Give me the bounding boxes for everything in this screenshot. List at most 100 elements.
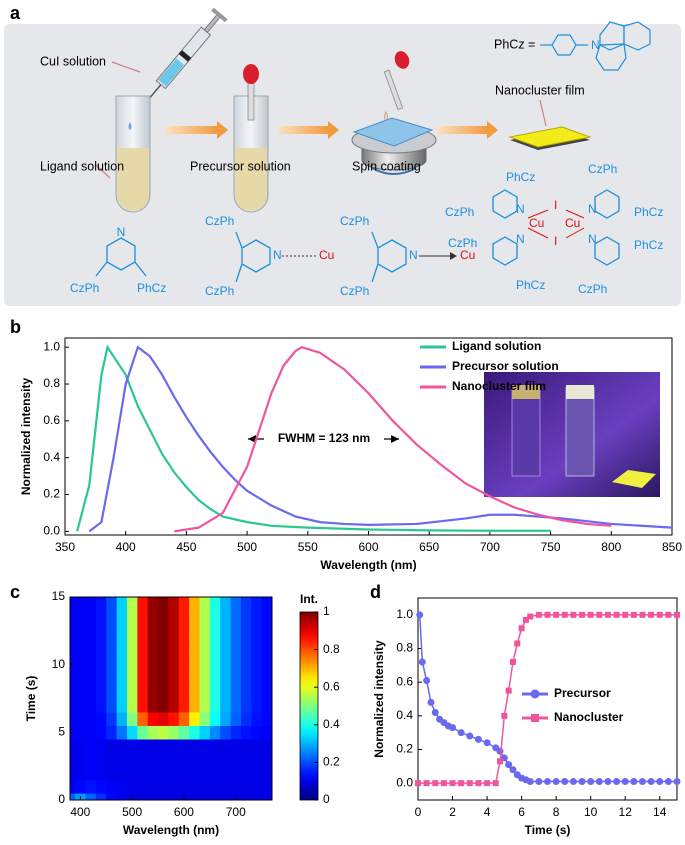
- heatmap-cell: [178, 766, 190, 781]
- colorbar-tick-label: 0: [323, 792, 330, 806]
- heatmap-cell: [95, 725, 107, 740]
- heatmap-cell: [147, 793, 159, 800]
- test-tube: [233, 64, 269, 213]
- chem-atom: I: [554, 198, 557, 212]
- annotation: FWHM = 123 nm: [278, 431, 370, 445]
- heatmap-cell: [199, 712, 211, 726]
- heatmap-cell: [147, 725, 159, 740]
- heatmap-cell: [137, 630, 149, 645]
- heatmap-cell: [158, 698, 169, 713]
- legend-label: Ligand solution: [452, 339, 541, 353]
- chem-atom: Cu: [529, 216, 544, 230]
- heatmap-cell: [137, 752, 149, 767]
- y-axis-label: Normalized intensity: [372, 640, 386, 758]
- y-axis-label: Normalized intensity: [19, 377, 33, 495]
- heatmap-cell: [261, 698, 272, 713]
- plot-frame: [417, 597, 678, 801]
- heatmap-cell: [70, 597, 76, 605]
- x-tick-label: 14: [653, 805, 667, 819]
- heatmap-cell: [199, 597, 211, 605]
- heatmap-cell: [178, 752, 190, 767]
- caption: Precursor solution: [190, 159, 291, 173]
- heatmap-cell: [220, 684, 231, 699]
- chem-group: PhCz: [506, 170, 535, 184]
- heatmap-cell: [240, 739, 252, 754]
- arrow: [217, 121, 228, 139]
- marker: [622, 611, 629, 618]
- heatmap-cell: [220, 766, 231, 781]
- heatmap-cell: [147, 617, 159, 632]
- film: [508, 126, 592, 150]
- y-tick-label: 10: [52, 657, 66, 671]
- heatmap-cell: [95, 617, 107, 632]
- marker: [505, 687, 512, 694]
- marker: [579, 611, 586, 618]
- marker: [509, 658, 516, 665]
- inset-photo: [484, 372, 660, 497]
- heatmap-cell: [95, 752, 107, 767]
- marker: [522, 616, 529, 623]
- heatmap-cell: [95, 671, 107, 686]
- heatmap-cell: [251, 684, 263, 699]
- heatmap-cell: [116, 779, 128, 794]
- panel-label: d: [370, 582, 381, 602]
- heatmap-cell: [126, 597, 138, 605]
- chem-group: CzPh: [588, 162, 617, 176]
- heatmap-cell: [220, 793, 231, 800]
- heatmap-cell: [126, 684, 138, 699]
- x-tick-label: 750: [541, 540, 561, 554]
- marker: [587, 777, 595, 785]
- heatmap-cell: [147, 657, 159, 672]
- marker: [484, 780, 491, 787]
- colorbar-tick-label: 0.8: [323, 642, 340, 656]
- heatmap-cell: [106, 752, 118, 767]
- x-tick-label: 700: [480, 540, 500, 554]
- y-tick-label: 1.0: [396, 607, 413, 621]
- heatmap-cell: [199, 766, 211, 781]
- x-tick-label: 2: [449, 805, 456, 819]
- x-tick-label: 6: [518, 805, 525, 819]
- marker: [514, 640, 521, 647]
- x-axis-label: Wavelength (nm): [320, 558, 416, 572]
- chem-atom: N: [516, 202, 525, 216]
- heatmap-cell: [178, 779, 190, 794]
- heatmap-cell: [75, 712, 86, 726]
- heatmap-cell: [70, 712, 76, 726]
- heatmap-cell: [261, 630, 272, 645]
- heatmap-cell: [189, 752, 200, 767]
- heatmap-cell: [251, 712, 263, 726]
- colorbar-tick-label: 0.6: [323, 679, 340, 693]
- panel-background: [4, 24, 681, 306]
- marker: [647, 777, 655, 785]
- heatmap-cell: [209, 725, 221, 740]
- x-tick-label: 8: [553, 805, 560, 819]
- heatmap-cell: [126, 603, 138, 618]
- heatmap-cell: [168, 725, 180, 740]
- heatmap-cell: [168, 698, 180, 713]
- heatmap-cell: [158, 725, 169, 740]
- heatmap-cell: [178, 630, 190, 645]
- heatmap-cell: [209, 779, 221, 794]
- marker: [501, 712, 508, 719]
- heatmap-cell: [116, 671, 128, 686]
- chem-group: CzPh: [340, 214, 369, 228]
- marker: [526, 777, 534, 785]
- heatmap-cell: [178, 698, 190, 713]
- heatmap-cell: [137, 603, 149, 618]
- heatmap-cell: [137, 671, 149, 686]
- marker: [561, 611, 568, 618]
- heatmap-cell: [126, 630, 138, 645]
- arrow: [437, 126, 487, 134]
- heatmap-cell: [251, 657, 263, 672]
- heatmap-cell: [95, 644, 107, 659]
- heatmap-cell: [106, 684, 118, 699]
- heatmap-cell: [116, 657, 128, 672]
- heatmap-cell: [209, 712, 221, 726]
- marker: [552, 777, 560, 785]
- chem-atom: N: [117, 225, 126, 239]
- heatmap-cell: [126, 617, 138, 632]
- heatmap-cell: [230, 617, 242, 632]
- caption: CuI solution: [40, 54, 106, 68]
- y-tick-label: 0.4: [43, 450, 60, 464]
- legend-marker: [531, 714, 539, 722]
